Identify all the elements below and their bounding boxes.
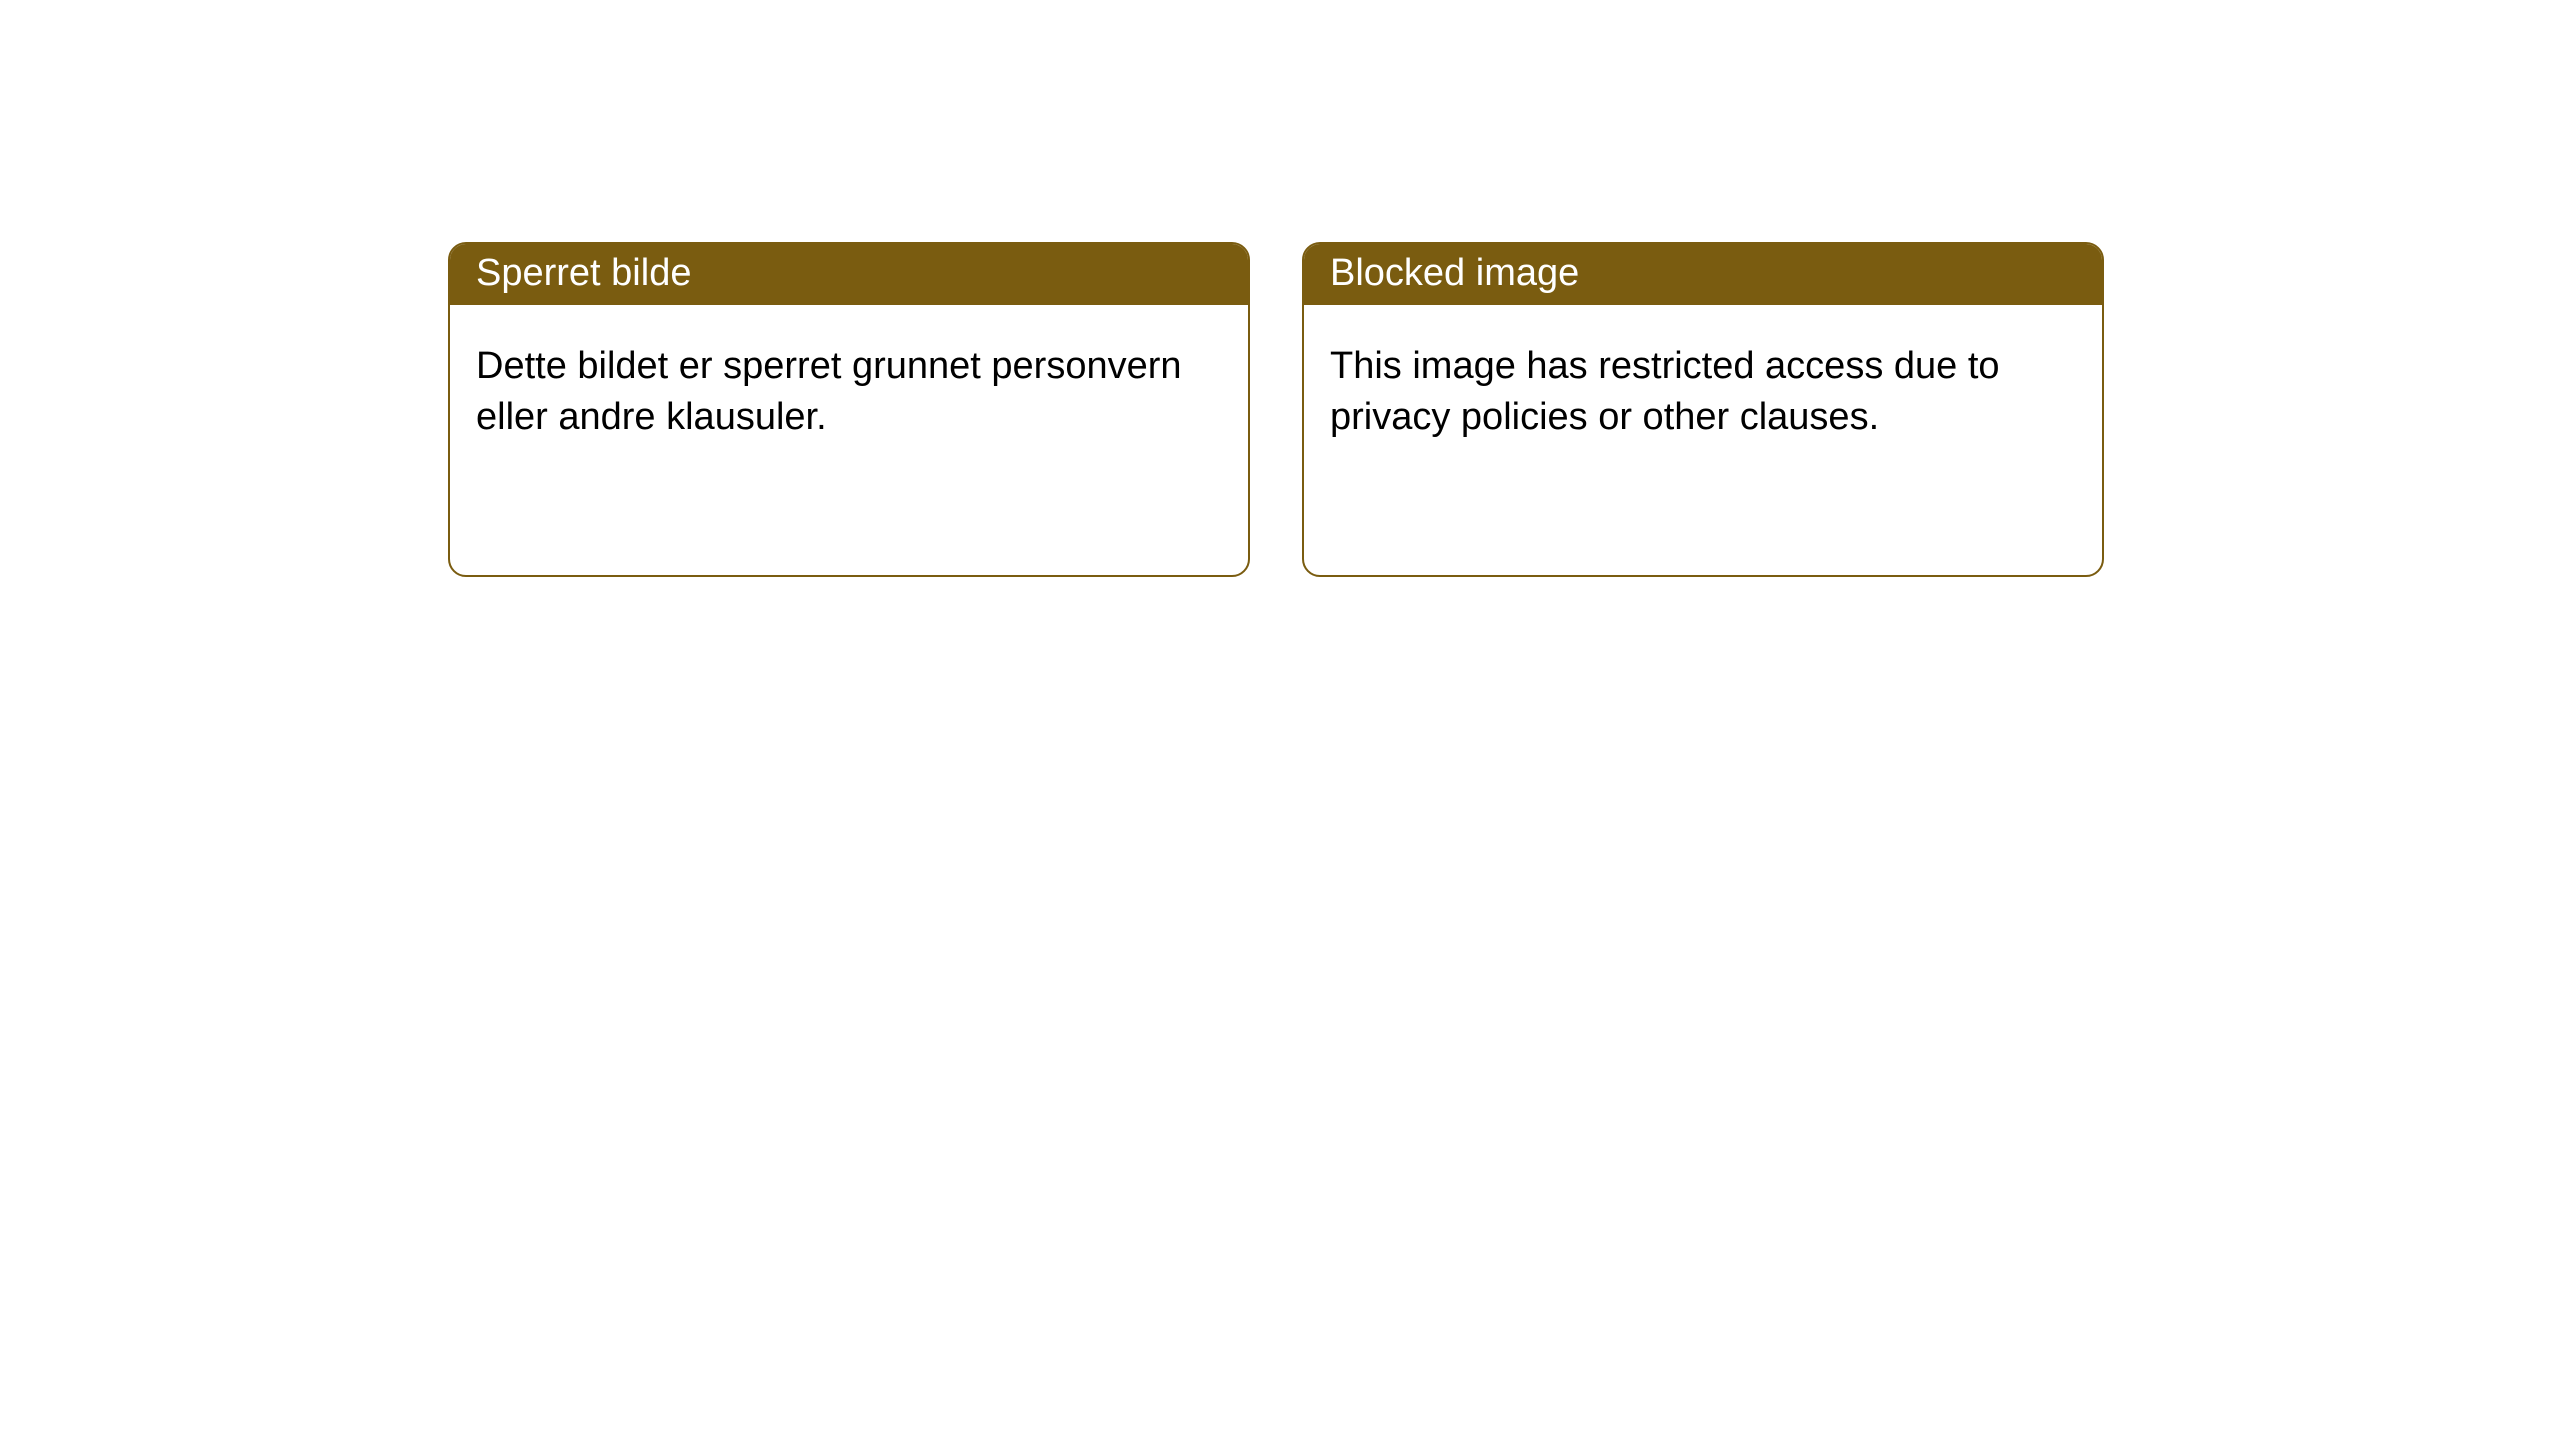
notice-body-no: Dette bildet er sperret grunnet personve… xyxy=(450,305,1248,575)
notice-body-en: This image has restricted access due to … xyxy=(1304,305,2102,575)
notice-title-en: Blocked image xyxy=(1304,244,2102,305)
notice-container: Sperret bilde Dette bildet er sperret gr… xyxy=(0,0,2560,577)
notice-card-en: Blocked image This image has restricted … xyxy=(1302,242,2104,577)
notice-title-no: Sperret bilde xyxy=(450,244,1248,305)
notice-card-no: Sperret bilde Dette bildet er sperret gr… xyxy=(448,242,1250,577)
